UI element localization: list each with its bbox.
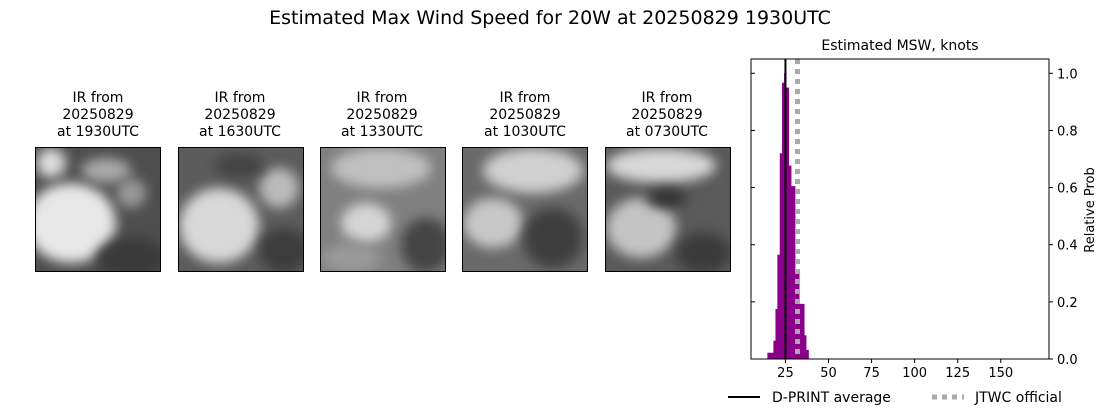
panel-title-1: IR from 20250829 at 1930UTC [57,90,139,140]
chart-title: Estimated MSW, knots [821,38,978,54]
x-tick-label: 150 [988,366,1013,381]
y-tick-label: 0.8 [1057,124,1078,139]
histogram-bar [795,271,800,359]
y-tick-label: 0.0 [1057,353,1078,368]
y-tick-label: 1.0 [1057,67,1078,82]
x-tick-label: 125 [945,366,970,381]
y-tick-label: 0.2 [1057,296,1078,311]
legend-jtwc-label: JTWC official [974,390,1062,406]
ir-image-0730 [605,147,731,272]
figure-title: Estimated Max Wind Speed for 20W at 2025… [269,7,831,29]
x-tick-label: 25 [777,366,794,381]
y-tick-label: 0.4 [1057,239,1078,254]
ir-image-1330 [320,147,446,272]
ir-image-1630 [178,147,304,272]
histogram-bar [788,165,792,359]
histogram-bar [779,153,783,359]
histogram-bar [786,87,790,360]
x-tick-label: 100 [902,366,927,381]
panel-title-2: IR from 20250829 at 1630UTC [199,90,281,140]
legend: D-PRINT average JTWC official [728,390,1062,406]
y-tick-label: 0.6 [1057,182,1078,197]
legend-dprint-label: D-PRINT average [772,390,891,406]
plot-frame [750,58,1050,360]
panel-title-4: IR from 20250829 at 1030UTC [484,90,566,140]
ir-image-1930 [35,147,161,272]
panel-title-3: IR from 20250829 at 1330UTC [341,90,423,140]
histogram-bar [804,335,807,359]
histogram-bar [782,82,785,359]
histogram-bar [791,186,796,359]
histogram-bar [806,349,809,359]
x-tick-label: 75 [863,366,880,381]
histogram-bar [777,254,781,359]
histogram-bar [767,352,774,359]
histogram-bar [773,340,776,359]
histogram-bar [799,303,805,359]
ir-image-1030 [462,147,588,272]
x-tick-label: 50 [820,366,837,381]
y-axis-label: Relative Prob [1083,167,1098,252]
panel-title-5: IR from 20250829 at 0730UTC [626,90,708,140]
histogram-bar [775,309,778,359]
